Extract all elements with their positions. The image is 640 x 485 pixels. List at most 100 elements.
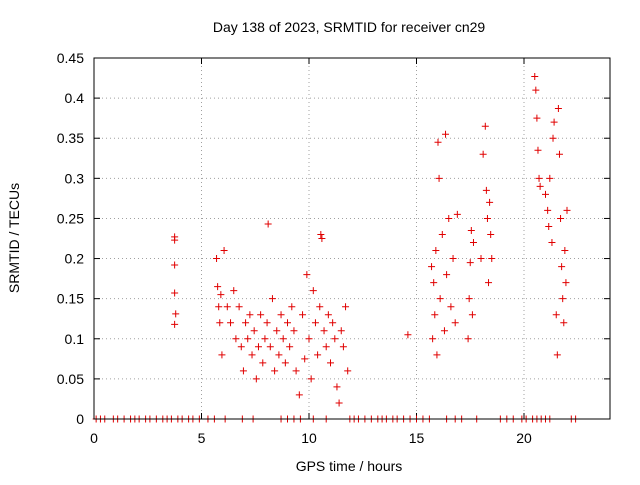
data-point [536, 182, 544, 190]
data-point [223, 303, 231, 311]
data-point [281, 359, 289, 367]
data-point [449, 255, 457, 263]
data-point [295, 391, 303, 399]
data-point [558, 263, 566, 271]
x-tick-label: 15 [409, 430, 425, 446]
data-point [560, 319, 568, 327]
data-point [468, 311, 476, 319]
data-point [327, 359, 334, 367]
data-point [562, 279, 570, 287]
data-point [546, 174, 554, 182]
x-tick-label: 10 [301, 430, 317, 446]
x-tick-label: 5 [198, 430, 206, 446]
data-point [237, 343, 245, 351]
y-tick-label: 0.3 [65, 170, 85, 186]
y-tick-label: 0.35 [57, 130, 84, 146]
data-point [335, 399, 343, 407]
data-point [279, 335, 287, 343]
data-point [467, 226, 475, 234]
data-point [242, 319, 250, 327]
data-point [481, 122, 489, 130]
data-point [235, 303, 243, 311]
data-point [555, 150, 563, 158]
data-point [429, 335, 437, 343]
data-point [252, 375, 260, 383]
data-point [309, 287, 317, 295]
data-point [557, 214, 565, 222]
data-point [217, 291, 225, 299]
y-axis-label: SRMTID / TECUs [6, 183, 22, 293]
data-point [550, 118, 558, 126]
data-point [318, 235, 326, 242]
data-point [561, 247, 569, 255]
data-point [268, 295, 276, 303]
plot-frame [93, 57, 611, 420]
data-point [246, 311, 254, 319]
y-tick-label: 0.45 [57, 50, 84, 66]
data-point [232, 335, 240, 343]
data-point [466, 259, 474, 267]
data-point [453, 210, 461, 218]
data-point [434, 138, 442, 146]
data-point [339, 343, 347, 351]
data-point [316, 303, 324, 311]
data-point [443, 271, 451, 279]
data-point [248, 351, 256, 359]
data-point [404, 331, 412, 339]
data-point [428, 263, 436, 271]
data-point [447, 303, 455, 311]
grid-layer [94, 58, 610, 419]
points-layer [92, 72, 580, 423]
data-point [485, 279, 493, 287]
y-tick-label: 0.4 [65, 90, 85, 106]
data-point [171, 236, 179, 244]
data-point [284, 319, 291, 327]
data-point [487, 230, 495, 238]
data-point [477, 255, 485, 263]
data-point [451, 319, 459, 327]
data-point [171, 289, 179, 297]
data-point [239, 367, 247, 375]
data-point [436, 295, 444, 303]
data-point [299, 311, 307, 319]
data-point [266, 343, 274, 351]
data-point [438, 230, 446, 238]
data-point [465, 295, 473, 303]
data-point [549, 134, 557, 142]
y-tick-label: 0.25 [57, 210, 84, 226]
data-point [254, 343, 262, 351]
data-point [290, 327, 298, 335]
data-point [275, 351, 283, 359]
y-tick-label: 0 [76, 411, 84, 427]
data-point [277, 311, 285, 319]
data-point [230, 287, 238, 295]
data-point [314, 351, 322, 359]
data-point [469, 239, 477, 247]
data-point [464, 335, 472, 343]
data-point [324, 311, 332, 319]
data-point [531, 72, 539, 80]
data-point [263, 319, 271, 327]
data-point [220, 247, 228, 255]
data-point [271, 367, 279, 375]
data-point [545, 222, 553, 230]
data-point [479, 150, 487, 158]
data-point [329, 319, 337, 327]
data-point [544, 206, 552, 214]
data-point [227, 319, 235, 327]
data-point [250, 327, 258, 335]
data-point [442, 130, 450, 138]
data-point [301, 355, 309, 363]
data-point [331, 335, 339, 343]
y-tick-label: 0.2 [65, 251, 85, 267]
data-point [322, 343, 330, 351]
x-tick-label: 0 [90, 430, 98, 446]
data-point [486, 198, 494, 206]
data-point [259, 359, 267, 367]
data-point [261, 335, 269, 343]
x-axis-label: GPS time / hours [296, 458, 403, 474]
data-point [552, 311, 560, 319]
data-point [430, 279, 438, 287]
data-point [215, 303, 223, 311]
data-point [288, 303, 296, 311]
